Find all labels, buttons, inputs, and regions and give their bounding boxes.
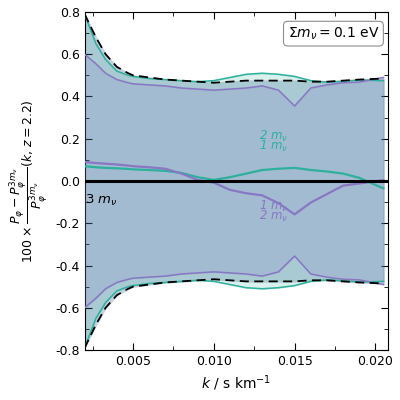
Text: 2 $m_\nu$: 2 $m_\nu$ [259, 209, 288, 224]
Text: 1 $m_\nu$: 1 $m_\nu$ [259, 139, 288, 154]
Text: 2 $m_\nu$: 2 $m_\nu$ [259, 129, 288, 144]
Text: 1 $m_\nu$: 1 $m_\nu$ [259, 198, 288, 214]
Y-axis label: $100 \times \dfrac{P_\varphi - P_\varphi^{3m_\nu}}{P_\varphi^{3m_\nu}}(k,\, z=2.: $100 \times \dfrac{P_\varphi - P_\varphi… [7, 99, 50, 263]
X-axis label: $k$ / s km$^{-1}$: $k$ / s km$^{-1}$ [201, 374, 272, 393]
Text: 3 $m_\nu$: 3 $m_\nu$ [84, 193, 117, 208]
Text: $\Sigma m_\nu = 0.1$ eV: $\Sigma m_\nu = 0.1$ eV [288, 26, 379, 42]
